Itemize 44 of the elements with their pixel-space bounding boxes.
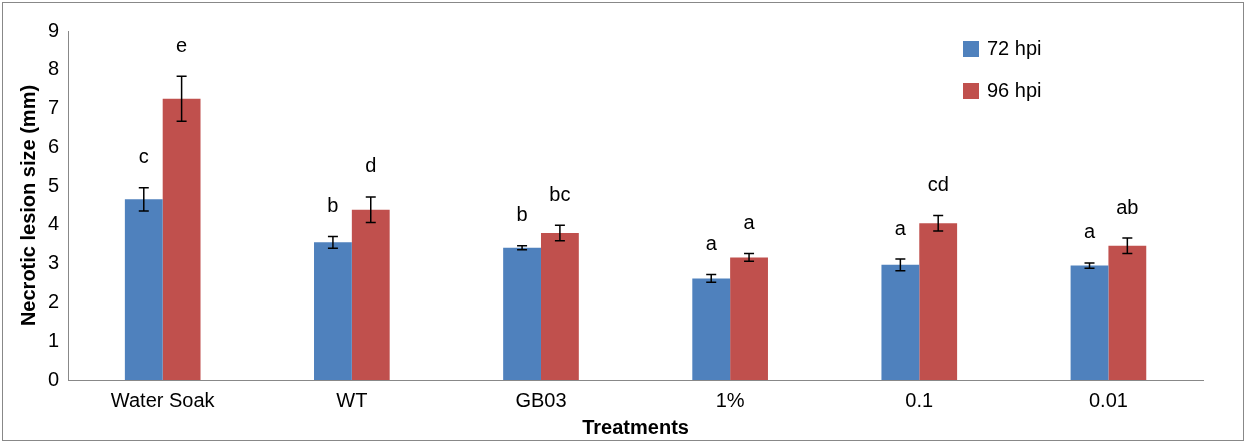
annotation: a [705,232,718,255]
annotation: ab [1116,195,1139,218]
bar [540,233,579,380]
x-tick-label: 0.01 [1088,388,1128,411]
y-tick-label: 1 [48,328,60,351]
y-tick-label: 4 [48,212,60,235]
y-axis-title: Necrotic lesion size (mm) [16,84,39,327]
x-tick-label: 1% [715,388,745,411]
annotation: b [516,203,528,226]
x-tick-label: WT [336,388,368,411]
bar [730,257,768,380]
y-tick-label: 5 [48,173,60,196]
x-tick-label: Water Soak [110,388,216,411]
bar [314,242,352,380]
x-axis-title: Treatments [582,415,689,438]
annotation: a [743,211,756,234]
legend-label: 96 hpi [987,78,1042,101]
y-tick-label: 0 [48,367,60,390]
y-tick-label: 7 [48,96,60,119]
annotation: e [176,33,188,56]
bar [1108,245,1147,380]
x-tick-label: 0.1 [905,388,934,411]
bar [1070,265,1109,380]
bar [162,98,201,380]
bar [351,209,390,380]
y-tick-label: 8 [48,57,60,80]
y-tick-label: 3 [48,251,60,274]
y-tick-label: 9 [48,18,60,41]
bar [919,223,958,380]
annotation: c [138,145,149,168]
x-tick-label: GB03 [515,388,567,411]
legend-label: 72 hpi [987,36,1042,59]
annotation: a [894,216,907,239]
annotation: d [365,154,377,177]
bar [124,199,163,380]
y-tick-label: 6 [48,134,60,157]
annotation: cd [927,173,949,196]
annotation: bc [549,182,571,205]
bar [692,278,731,380]
bar [503,247,541,380]
annotation: b [327,194,339,217]
bar [881,264,920,380]
annotation: a [1083,220,1096,243]
y-tick-label: 2 [48,289,60,312]
